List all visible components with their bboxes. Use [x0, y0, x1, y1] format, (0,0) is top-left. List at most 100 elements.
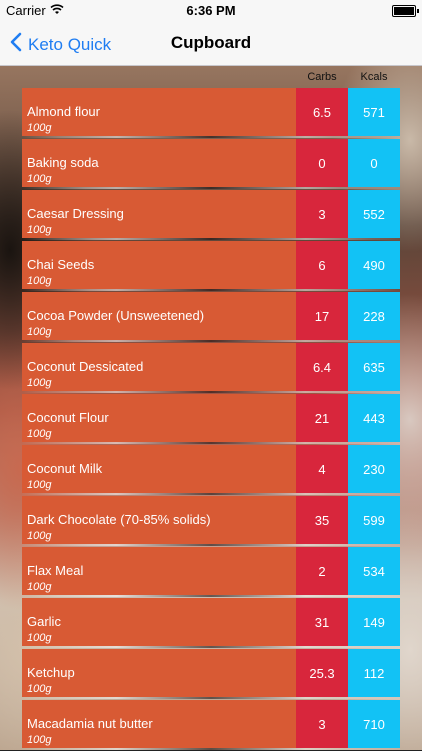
list-item[interactable]: Macadamia nut butter 100g 3 710: [22, 700, 400, 750]
row-separator: [22, 187, 400, 189]
row-separator: [22, 493, 400, 495]
row-separator: [22, 340, 400, 342]
item-name: Coconut Dessicated: [27, 359, 144, 374]
list-item[interactable]: Flax Meal 100g 2 534: [22, 547, 400, 597]
item-carbs: 25.3: [296, 649, 348, 697]
chevron-left-icon: [10, 32, 22, 57]
item-name: Flax Meal: [27, 563, 84, 578]
row-separator: [22, 391, 400, 393]
item-carbs: 0: [296, 139, 348, 187]
status-left: Carrier: [6, 3, 64, 18]
item-name-cell: Coconut Milk 100g: [22, 445, 296, 493]
item-carbs: 21: [296, 394, 348, 442]
item-kcals: 599: [348, 496, 400, 544]
item-carbs: 3: [296, 700, 348, 748]
item-kcals: 112: [348, 649, 400, 697]
row-separator: [22, 748, 400, 750]
item-name: Dark Chocolate (70-85% solids): [27, 512, 211, 527]
item-name-cell: Coconut Dessicated 100g: [22, 343, 296, 391]
item-carbs: 6: [296, 241, 348, 289]
list-item[interactable]: Garlic 100g 31 149: [22, 598, 400, 648]
item-name: Coconut Flour: [27, 410, 109, 425]
item-kcals: 490: [348, 241, 400, 289]
list-item[interactable]: Coconut Flour 100g 21 443: [22, 394, 400, 444]
item-kcals: 635: [348, 343, 400, 391]
navigation-bar: Keto Quick Cupboard: [0, 22, 422, 66]
item-amount: 100g: [27, 173, 52, 185]
item-amount: 100g: [27, 224, 52, 236]
item-kcals: 149: [348, 598, 400, 646]
item-carbs: 3: [296, 190, 348, 238]
status-time: 6:36 PM: [186, 3, 236, 18]
list-item[interactable]: Chai Seeds 100g 6 490: [22, 241, 400, 291]
item-amount: 100g: [27, 530, 52, 542]
carrier-label: Carrier: [6, 3, 46, 18]
row-separator: [22, 136, 400, 138]
item-kcals: 552: [348, 190, 400, 238]
row-separator: [22, 697, 400, 699]
kcals-column-header: Kcals: [360, 71, 388, 83]
list-item[interactable]: Cocoa Powder (Unsweetened) 100g 17 228: [22, 292, 400, 342]
item-name: Garlic: [27, 614, 61, 629]
cupboard-list: Almond flour 100g 6.5 571 Baking soda 100g 0 0 C…: [22, 88, 400, 751]
status-bar: Carrier 6:36 PM: [0, 0, 422, 22]
item-amount: 100g: [27, 683, 52, 695]
item-name: Chai Seeds: [27, 257, 95, 272]
row-separator: [22, 238, 400, 240]
item-name-cell: Caesar Dressing 100g: [22, 190, 296, 238]
item-kcals: 571: [348, 88, 400, 136]
item-amount: 100g: [27, 326, 52, 338]
item-name-cell: Flax Meal 100g: [22, 547, 296, 595]
item-amount: 100g: [27, 377, 52, 389]
item-name: Cocoa Powder (Unsweetened): [27, 308, 205, 323]
item-carbs: 17: [296, 292, 348, 340]
wifi-icon: [50, 3, 64, 18]
list-item[interactable]: Dark Chocolate (70-85% solids) 100g 35 599: [22, 496, 400, 546]
list-item[interactable]: Baking soda 100g 0 0: [22, 139, 400, 189]
item-carbs: 6.4: [296, 343, 348, 391]
row-separator: [22, 595, 400, 597]
item-kcals: 230: [348, 445, 400, 493]
item-name-cell: Macadamia nut butter 100g: [22, 700, 296, 748]
item-amount: 100g: [27, 734, 52, 746]
item-name: Caesar Dressing: [27, 206, 124, 221]
battery-icon: [392, 5, 419, 17]
back-button[interactable]: Keto Quick: [10, 32, 111, 57]
item-name-cell: Cocoa Powder (Unsweetened) 100g: [22, 292, 296, 340]
item-carbs: 2: [296, 547, 348, 595]
list-item[interactable]: Coconut Dessicated 100g 6.4 635: [22, 343, 400, 393]
row-separator: [22, 544, 400, 546]
back-label: Keto Quick: [28, 34, 112, 54]
item-carbs: 35: [296, 496, 348, 544]
item-carbs: 6.5: [296, 88, 348, 136]
item-name-cell: Almond flour 100g: [22, 88, 296, 136]
list-item[interactable]: Coconut Milk 100g 4 230: [22, 445, 400, 495]
item-kcals: 0: [348, 139, 400, 187]
row-separator: [22, 442, 400, 444]
item-name-cell: Coconut Flour 100g: [22, 394, 296, 442]
item-kcals: 710: [348, 700, 400, 748]
item-amount: 100g: [27, 479, 52, 491]
list-item[interactable]: Almond flour 100g 6.5 571: [22, 88, 400, 138]
item-kcals: 443: [348, 394, 400, 442]
item-name-cell: Chai Seeds 100g: [22, 241, 296, 289]
item-carbs: 31: [296, 598, 348, 646]
item-name-cell: Garlic 100g: [22, 598, 296, 646]
item-name-cell: Ketchup 100g: [22, 649, 296, 697]
row-separator: [22, 646, 400, 648]
item-name: Almond flour: [27, 104, 100, 119]
item-name-cell: Baking soda 100g: [22, 139, 296, 187]
item-kcals: 228: [348, 292, 400, 340]
item-kcals: 534: [348, 547, 400, 595]
row-separator: [22, 289, 400, 291]
item-name: Coconut Milk: [27, 461, 103, 476]
list-item[interactable]: Caesar Dressing 100g 3 552: [22, 190, 400, 240]
item-name-cell: Dark Chocolate (70-85% solids) 100g: [22, 496, 296, 544]
list-item[interactable]: Ketchup 100g 25.3 112: [22, 649, 400, 699]
item-amount: 100g: [27, 122, 52, 134]
column-headers: Carbs Kcals: [0, 66, 422, 88]
item-name: Macadamia nut butter: [27, 716, 153, 731]
item-amount: 100g: [27, 632, 52, 644]
item-amount: 100g: [27, 581, 52, 593]
item-amount: 100g: [27, 428, 52, 440]
